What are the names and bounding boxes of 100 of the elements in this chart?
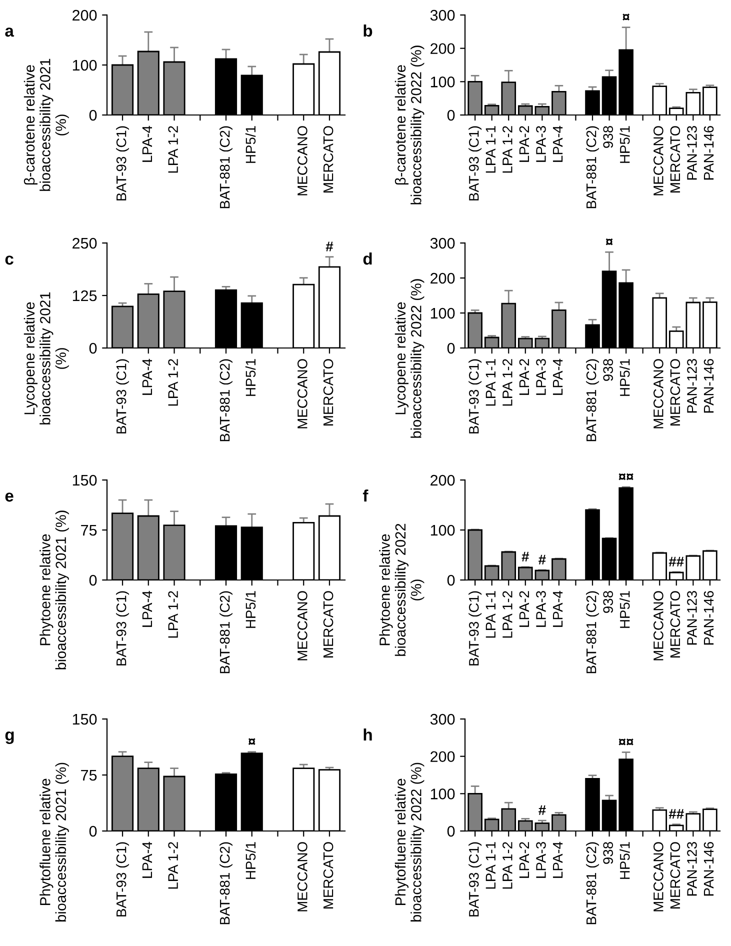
x-tick-label: BAT-93 (C1) <box>116 359 129 434</box>
y-tick-label: 150 <box>72 714 97 725</box>
x-tick-label: HP5/1 <box>245 842 256 879</box>
x-tick-label: 938 <box>603 842 614 864</box>
x-tick-label: LPA 1-1 <box>486 591 496 638</box>
x-tick-label: LPA-3 <box>536 126 546 162</box>
x-tick-label: 938 <box>603 359 614 381</box>
x-tick-label: BAT-881 (C2) <box>586 126 599 208</box>
x-tick-label: MECCANO <box>298 591 308 660</box>
x-tick-label: MERCATO <box>323 842 334 908</box>
text: g <box>5 731 14 744</box>
y-axis-title: Lycopene relative bioaccessibility 2021 (%) <box>24 292 69 424</box>
x-tick-label: LPA-3 <box>536 842 546 878</box>
y-tick-label: 75 <box>81 525 97 536</box>
x-tick-label: LPA-4 <box>552 126 563 162</box>
y-tick-label: 0 <box>89 826 97 837</box>
annotation: ¤¤ <box>618 738 634 746</box>
y-axis-title: Phytofluene relative bioaccessibility 2022 (%) <box>394 762 424 922</box>
annotation: ## <box>668 556 684 566</box>
x-tick-label: BAT-93 (C1) <box>468 359 482 434</box>
y-tick-label: 0 <box>89 110 97 121</box>
x-tick-label: HP5/1 <box>245 126 256 163</box>
y-tick-label: 75 <box>81 770 97 781</box>
x-tick-label: LPA 1-1 <box>486 842 496 889</box>
y-axis-title: Phytoene relative bioaccessibility 2021 (%) <box>40 510 69 670</box>
x-tick-label: MERCATO <box>670 842 680 908</box>
y-tick-label: 100 <box>430 76 455 88</box>
x-tick-label: BAT-93 (C1) <box>116 591 129 666</box>
chart-title: h <box>364 728 372 741</box>
x-tick-label: MERCATO <box>323 126 334 192</box>
x-tick-label: MERCATO <box>323 359 334 426</box>
y-tick-label: 150 <box>72 474 97 486</box>
x-tick-label: LPA 1-2 <box>502 842 512 889</box>
x-tick-label: BAT-93 (C1) <box>116 126 129 200</box>
x-tick-label: PAN-123 <box>687 359 697 413</box>
y-tick-label: 0 <box>447 574 455 586</box>
x-tick-label: MERCATO <box>323 591 334 658</box>
x-tick-label: HP5/1 <box>245 591 256 628</box>
annotation: # <box>538 805 546 815</box>
x-tick-label: MECCANO <box>298 126 308 196</box>
x-tick-label: MECCANO <box>654 126 664 196</box>
x-tick-label: LPA-2 <box>519 842 529 878</box>
y-tick-label: 0 <box>447 826 455 837</box>
y-axis-title: β-carotene relative bioaccessibility 2021 (%) <box>24 58 69 191</box>
x-tick-label: HP5/1 <box>620 359 630 396</box>
x-tick-label: MERCATO <box>670 126 680 192</box>
x-tick-label: LPA-3 <box>536 359 546 395</box>
annotation: ¤ <box>622 14 630 21</box>
x-tick-label: MECCANO <box>654 842 664 912</box>
x-tick-label: PAN-123 <box>687 842 697 896</box>
y-tick-label: 0 <box>447 110 455 121</box>
annotation: ¤ <box>606 238 613 246</box>
x-tick-label: BAT-881 (C2) <box>220 126 232 208</box>
y-tick-label: 300 <box>430 10 455 21</box>
x-tick-label: LPA 1-2 <box>168 359 178 406</box>
y-tick-label: 250 <box>72 238 97 249</box>
x-tick-label: 938 <box>603 591 614 613</box>
x-tick-label: BAT-881 (C2) <box>586 842 599 924</box>
x-tick-label: BAT-881 (C2) <box>220 591 232 674</box>
x-tick-label: MECCANO <box>654 591 664 660</box>
x-tick-label: LPA-4 <box>552 358 563 395</box>
x-tick-label: BAT-93 (C1) <box>468 842 482 916</box>
y-tick-label: 100 <box>430 308 455 319</box>
x-tick-label: PAN-146 <box>704 359 714 413</box>
x-tick-label: LPA 1-2 <box>502 359 512 406</box>
y-tick-label: 100 <box>430 788 455 800</box>
y-tick-label: 0 <box>89 574 97 586</box>
y-axis-title: Phytofluene relative bioaccessibility 2021 (%) <box>40 762 69 922</box>
x-tick-label: LPA 1-2 <box>168 126 178 173</box>
y-tick-label: 200 <box>430 474 455 486</box>
x-tick-label: BAT-93 (C1) <box>468 591 482 666</box>
y-axis-title: Lycopene relative bioaccessibility 2022 (%) <box>394 279 424 438</box>
x-tick-label: LPA 1-2 <box>502 591 512 638</box>
x-tick-label: LPA-4 <box>552 590 563 627</box>
chart-title: d <box>363 252 372 265</box>
x-tick-label: HP5/1 <box>245 359 256 396</box>
x-tick-label: HP5/1 <box>620 126 630 163</box>
x-tick-label: LPA-2 <box>519 126 529 162</box>
annotation: ¤¤ <box>618 473 634 480</box>
x-tick-label: BAT-881 (C2) <box>220 842 232 924</box>
y-axis-title: Phytoene relative bioaccessibility 2022 (%) <box>379 524 424 656</box>
x-tick-label: PAN-146 <box>704 842 714 896</box>
x-tick-label: PAN-146 <box>704 126 714 180</box>
text: c <box>5 256 14 265</box>
x-tick-label: LPA 1-2 <box>168 591 178 638</box>
x-tick-label: MERCATO <box>670 359 680 426</box>
y-tick-label: 200 <box>72 10 97 21</box>
y-tick-label: 300 <box>430 238 455 249</box>
x-tick-label: MECCANO <box>298 842 308 912</box>
x-tick-label: LPA-4 <box>142 842 152 878</box>
y-tick-label: 300 <box>430 714 455 725</box>
y-tick-label: 200 <box>430 272 455 284</box>
annotation: ¤ <box>248 738 256 746</box>
annotation: # <box>538 554 546 564</box>
x-tick-label: BAT-881 (C2) <box>220 359 232 442</box>
annotation: # <box>522 552 530 562</box>
y-tick-label: 200 <box>430 43 455 54</box>
x-tick-label: BAT-881 (C2) <box>586 591 599 674</box>
text: e <box>5 492 14 502</box>
x-tick-label: HP5/1 <box>620 591 630 628</box>
